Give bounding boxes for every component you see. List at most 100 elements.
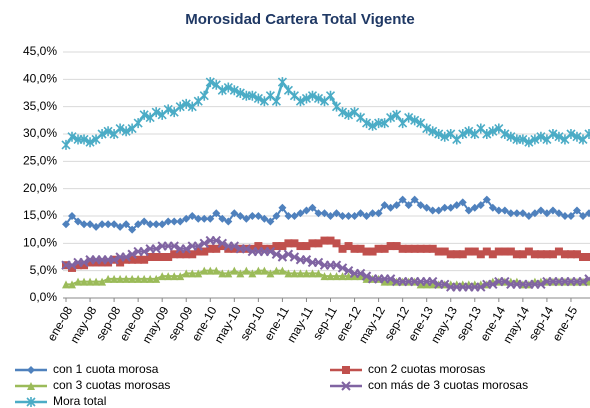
- marker: [86, 258, 95, 267]
- marker: [560, 250, 569, 259]
- marker: [182, 214, 191, 223]
- marker: [578, 276, 588, 287]
- marker: [67, 131, 77, 142]
- marker: [74, 261, 83, 270]
- marker: [229, 85, 239, 96]
- marker: [74, 277, 83, 286]
- marker: [518, 209, 527, 218]
- marker: [284, 212, 293, 220]
- marker: [235, 88, 245, 98]
- marker: [343, 265, 354, 276]
- marker: [68, 212, 77, 220]
- marker: [584, 274, 590, 284]
- marker: [98, 220, 107, 229]
- marker: [337, 263, 348, 273]
- marker: [109, 255, 119, 265]
- marker: [241, 244, 252, 254]
- marker: [98, 277, 107, 286]
- marker: [524, 247, 533, 256]
- marker: [296, 269, 305, 278]
- marker: [104, 220, 113, 229]
- marker: [482, 129, 492, 139]
- marker: [488, 250, 497, 259]
- marker: [289, 90, 300, 101]
- marker: [404, 112, 414, 123]
- marker: [362, 118, 372, 129]
- marker: [79, 257, 89, 268]
- marker: [368, 247, 377, 256]
- marker: [253, 93, 263, 104]
- marker: [199, 238, 209, 249]
- marker: [428, 280, 437, 289]
- marker: [200, 266, 209, 275]
- legend-label: con 3 cuotas morosas: [53, 378, 170, 392]
- marker: [506, 131, 516, 142]
- marker: [524, 212, 533, 220]
- marker: [566, 129, 576, 139]
- marker: [217, 238, 228, 249]
- marker: [152, 253, 161, 261]
- marker: [518, 134, 528, 145]
- marker: [458, 198, 467, 207]
- marker: [446, 250, 455, 259]
- marker: [134, 220, 143, 229]
- marker: [326, 236, 335, 245]
- marker: [332, 209, 341, 218]
- marker: [92, 277, 101, 286]
- marker: [212, 209, 221, 218]
- marker: [158, 272, 167, 281]
- marker: [428, 244, 437, 253]
- marker: [188, 250, 197, 259]
- marker: [248, 212, 257, 220]
- marker: [325, 90, 336, 101]
- marker: [512, 209, 521, 218]
- marker: [332, 272, 341, 281]
- marker: [530, 209, 539, 218]
- marker: [536, 206, 545, 215]
- marker: [404, 201, 413, 210]
- marker: [104, 274, 113, 283]
- marker: [536, 279, 546, 290]
- marker: [290, 239, 299, 248]
- marker: [500, 247, 509, 256]
- marker: [146, 220, 155, 229]
- marker: [331, 260, 342, 270]
- marker: [512, 250, 521, 259]
- marker: [338, 212, 347, 220]
- marker: [392, 242, 401, 251]
- marker: [500, 276, 510, 287]
- marker: [380, 201, 389, 210]
- marker: [206, 214, 215, 223]
- marker: [212, 244, 221, 253]
- marker: [205, 77, 215, 88]
- marker: [572, 250, 581, 259]
- marker: [271, 96, 281, 107]
- marker: [506, 209, 515, 218]
- marker: [464, 247, 473, 256]
- marker: [188, 212, 197, 220]
- marker: [482, 247, 491, 256]
- marker: [313, 93, 324, 104]
- marker: [548, 206, 557, 215]
- marker: [170, 272, 179, 281]
- marker: [194, 269, 203, 278]
- marker: [199, 90, 209, 101]
- marker: [416, 244, 425, 253]
- marker: [350, 272, 359, 281]
- marker: [151, 244, 161, 254]
- marker: [116, 274, 125, 283]
- marker: [103, 126, 113, 137]
- marker: [272, 212, 281, 220]
- marker: [122, 220, 131, 229]
- y-tick-label: 30,0%: [23, 126, 57, 140]
- marker: [68, 263, 77, 272]
- marker: [356, 209, 365, 218]
- marker: [542, 209, 551, 218]
- marker: [476, 123, 486, 134]
- marker: [320, 209, 329, 218]
- marker: [230, 209, 239, 218]
- marker: [116, 258, 125, 267]
- marker: [302, 242, 311, 251]
- marker: [218, 242, 227, 251]
